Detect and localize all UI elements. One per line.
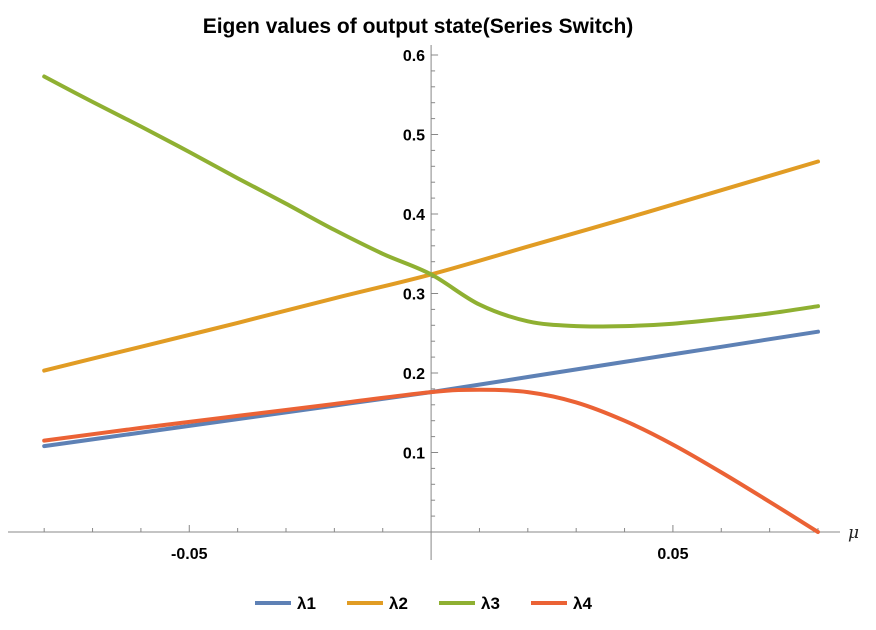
legend-label: λ1 xyxy=(297,594,316,613)
legend-label: λ3 xyxy=(481,594,500,613)
y-tick-label: 0.3 xyxy=(403,287,425,304)
x-axis-label: μ xyxy=(848,523,859,543)
series-lines xyxy=(42,74,820,534)
chart-title: Eigen values of output state(Series Swit… xyxy=(203,15,634,38)
legend-item-2: λ2 xyxy=(347,594,408,613)
y-tick-label: 0.1 xyxy=(403,446,425,463)
y-tick-label: 0.5 xyxy=(403,128,425,145)
legend-item-4: λ4 xyxy=(531,594,592,613)
series-line-3 xyxy=(42,74,820,329)
legend-item-3: λ3 xyxy=(439,594,500,613)
y-tick-label: 0.2 xyxy=(403,366,425,383)
series-line-2 xyxy=(42,159,820,373)
y-tick-label: 0.6 xyxy=(403,48,425,65)
x-tick-label: -0.05 xyxy=(171,546,208,563)
axes: -0.05 0.05 0.1 0.2 0.3 0.4 0.5 0.6 xyxy=(8,45,840,563)
legend: λ1 λ2 λ3 λ4 xyxy=(255,594,592,613)
legend-item-1: λ1 xyxy=(255,594,316,613)
x-tick-label: 0.05 xyxy=(657,546,688,563)
series-line-4 xyxy=(42,387,820,534)
y-tick-label: 0.4 xyxy=(403,207,425,224)
legend-label: λ4 xyxy=(573,594,592,613)
legend-label: λ2 xyxy=(389,594,408,613)
